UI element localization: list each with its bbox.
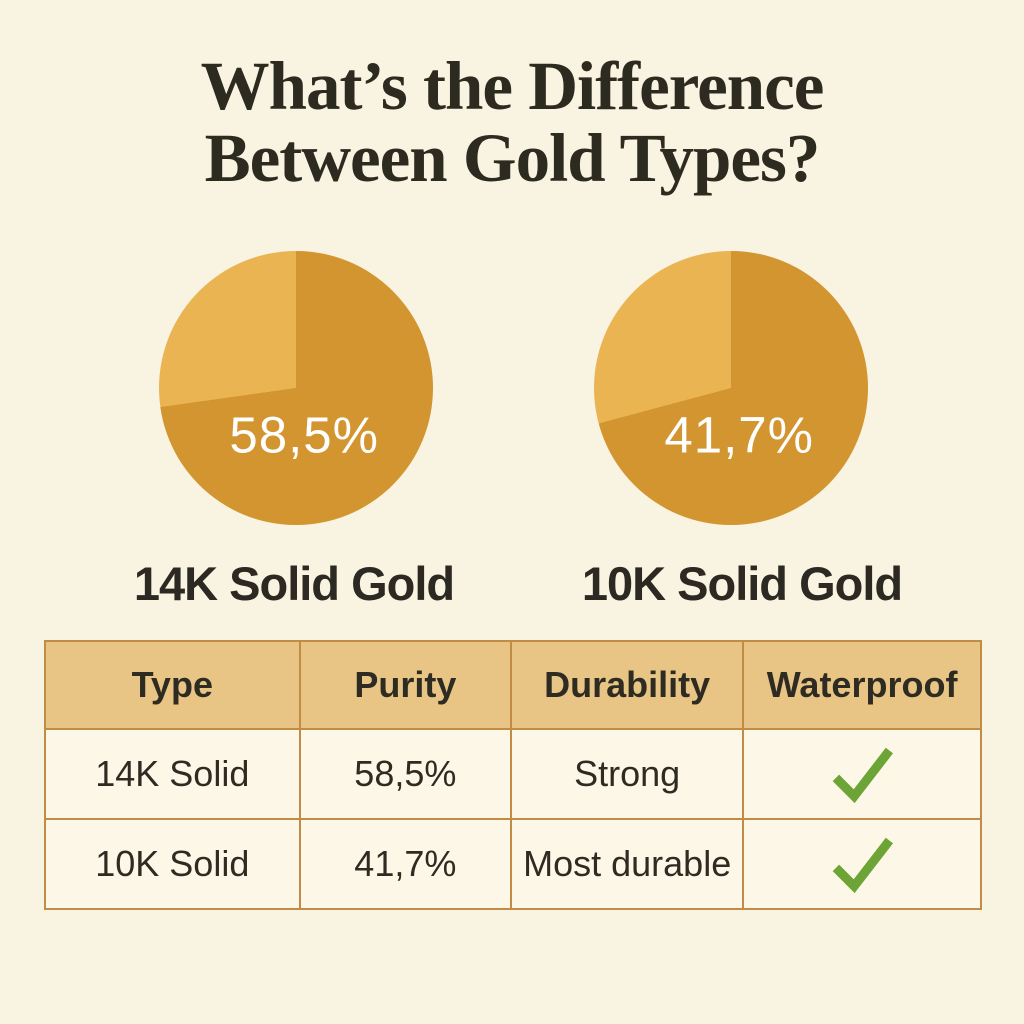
cell-durability-14k: Strong xyxy=(510,728,745,820)
cell-purity-10k: 41,7% xyxy=(298,818,513,910)
pie-caption-10k: 10K Solid Gold xyxy=(581,557,903,610)
pie-chart-14k: 58,5% xyxy=(159,251,433,525)
cell-waterproof-14k xyxy=(742,728,982,820)
cell-purity-14k: 58,5% xyxy=(298,728,513,820)
cell-waterproof-10k xyxy=(742,818,982,910)
table-header-row: Type Purity Durability Waterproof xyxy=(44,640,982,730)
cell-durability-10k: Most durable xyxy=(510,818,745,910)
cell-type-14k: 14K Solid xyxy=(44,728,301,820)
col-header-type: Type xyxy=(44,640,301,730)
page-title: What’s the Difference Between Gold Types… xyxy=(0,50,1024,194)
page-title-line-1: What’s the Difference xyxy=(200,48,825,124)
checkmark-icon xyxy=(832,747,894,804)
checkmark-icon xyxy=(832,837,894,894)
pie-value-label-14k: 58,5% xyxy=(229,406,380,464)
pie-caption-14k: 14K Solid Gold xyxy=(133,557,455,610)
comparison-table: Type Purity Durability Waterproof 14K So… xyxy=(44,640,982,910)
col-header-purity: Purity xyxy=(298,640,513,730)
pie-value-label-10k: 41,7% xyxy=(664,406,815,464)
cell-type-10k: 10K Solid xyxy=(44,818,301,910)
col-header-waterproof: Waterproof xyxy=(742,640,982,730)
pie-chart-10k: 41,7% xyxy=(594,251,868,525)
col-header-durability: Durability xyxy=(510,640,745,730)
table-row-14k: 14K Solid 58,5% Strong xyxy=(44,728,982,820)
page-title-line-2: Between Gold Types? xyxy=(204,120,821,196)
table-row-10k: 10K Solid 41,7% Most durable xyxy=(44,818,982,910)
